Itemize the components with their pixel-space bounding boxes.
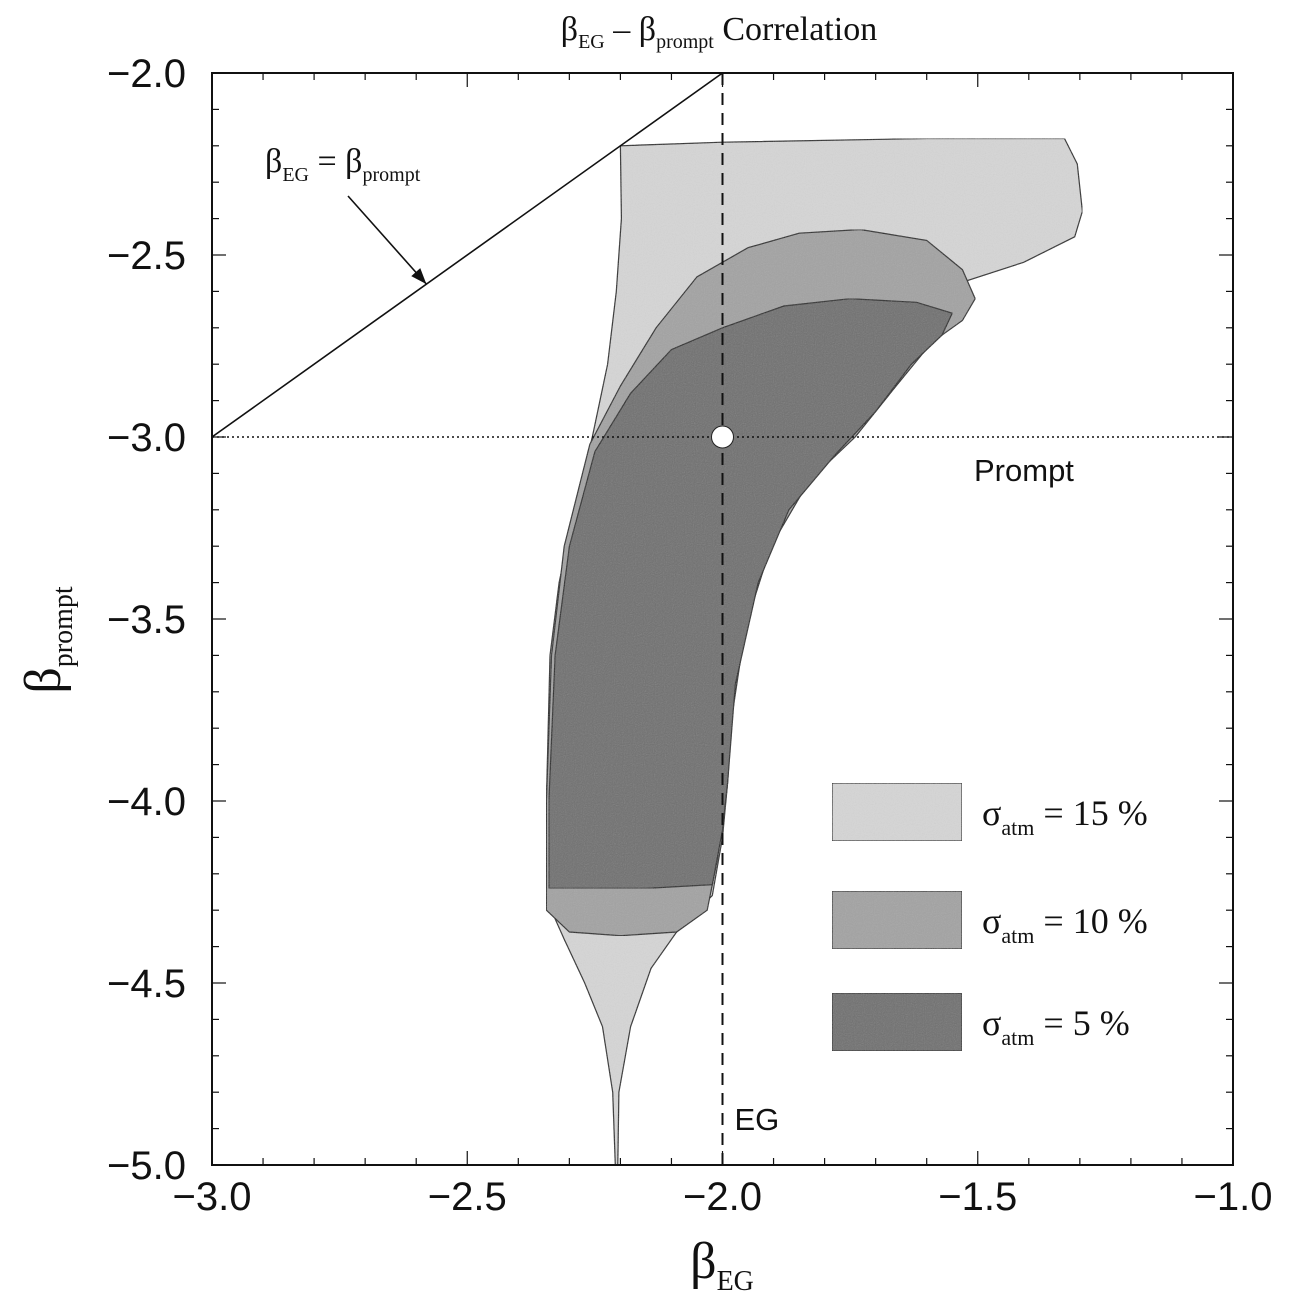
- title-symbol: β: [561, 11, 578, 48]
- diag-label-equals: =: [309, 143, 345, 180]
- diagonal-label: βEG = βprompt: [265, 143, 421, 186]
- legend-symbol-0: σ: [982, 793, 1001, 833]
- diagonal-line: [212, 73, 723, 438]
- y-tick-label: −2.0: [107, 52, 186, 96]
- axis-ticks: [211, 72, 1234, 1166]
- y-tick-label: −2.5: [107, 234, 186, 278]
- title-subscript-eg: EG: [578, 31, 605, 53]
- y-axis-subscript: prompt: [48, 586, 79, 667]
- y-tick-label: −5.0: [107, 1144, 186, 1188]
- confidence-regions: [545, 137, 1084, 1165]
- legend-value-0: = 15 %: [1034, 793, 1147, 833]
- region-2: [548, 298, 954, 889]
- legend-subscript-1: atm: [1001, 923, 1034, 948]
- title-rest: Correlation: [714, 11, 877, 48]
- x-axis-subscript: EG: [717, 1266, 754, 1295]
- diag-label-symbol-2: β: [345, 143, 362, 180]
- y-axis-label: βprompt: [15, 586, 79, 694]
- legend-value-2: = 5 %: [1034, 1003, 1129, 1043]
- x-tick-label: −2.5: [428, 1175, 507, 1219]
- legend-label-0: σatm = 15 %: [982, 793, 1148, 840]
- reference-lines: [212, 73, 1233, 1165]
- legend-label-2: σatm = 5 %: [982, 1003, 1130, 1050]
- prompt-label: Prompt: [974, 453, 1074, 488]
- legend-swatch-1: [831, 890, 963, 950]
- legend-symbol-1: σ: [982, 901, 1001, 941]
- y-tick-label: −3.5: [107, 598, 186, 642]
- title-dash: –: [605, 11, 639, 48]
- diagonal-arrow: [347, 195, 428, 285]
- x-tick-labels: −3.0 −2.5 −2.0 −1.5 −1.0: [173, 1175, 1273, 1219]
- y-tick-label: −3.0: [107, 416, 186, 460]
- x-tick-label: −2.0: [683, 1175, 762, 1219]
- legend-swatch-0: [831, 782, 963, 842]
- legend-subscript-0: atm: [1001, 815, 1034, 840]
- best-fit-point: [711, 425, 734, 449]
- diag-label-sub-eg: EG: [282, 164, 309, 186]
- legend-symbol-2: σ: [982, 1003, 1001, 1043]
- x-tick-label: −1.5: [938, 1175, 1017, 1219]
- legend-subscript-2: atm: [1001, 1025, 1034, 1050]
- eg-label: EG: [735, 1102, 780, 1137]
- title-symbol-2: β: [639, 11, 656, 48]
- title-subscript-prompt: prompt: [656, 31, 714, 53]
- legend-swatch-2: [831, 992, 963, 1052]
- chart-title: βEG – βprompt Correlation: [561, 11, 877, 53]
- legend-label-1: σatm = 10 %: [982, 901, 1148, 948]
- y-axis-symbol: β: [15, 667, 72, 693]
- y-tick-label: −4.0: [107, 780, 186, 824]
- x-tick-label: −1.0: [1194, 1175, 1273, 1219]
- diag-label-symbol: β: [265, 143, 282, 180]
- y-tick-label: −4.5: [107, 962, 186, 1006]
- x-axis-symbol: β: [690, 1233, 716, 1290]
- x-tick-label: −3.0: [173, 1175, 252, 1219]
- y-tick-labels: −2.0 −2.5 −3.0 −3.5 −4.0 −4.5 −5.0: [107, 52, 186, 1188]
- diag-label-sub-prompt: prompt: [362, 164, 420, 186]
- legend-value-1: = 10 %: [1034, 901, 1147, 941]
- x-axis-label: βEG: [690, 1233, 754, 1295]
- legend: σatm = 15 %σatm = 10 %σatm = 5 %: [831, 782, 1148, 1052]
